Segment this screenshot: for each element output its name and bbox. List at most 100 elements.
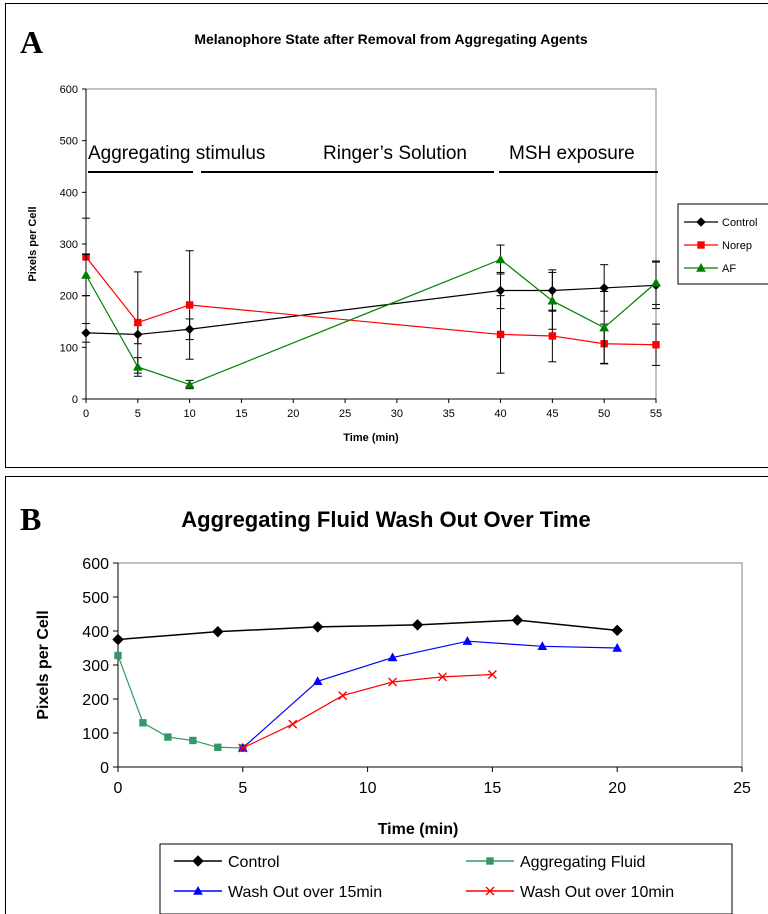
legend-marker <box>697 241 705 249</box>
data-point <box>548 332 557 340</box>
data-point <box>547 295 558 305</box>
data-point <box>599 322 610 332</box>
data-point <box>184 379 195 389</box>
y-tick-label-b: 500 <box>82 590 109 607</box>
x-tick-label-a: 40 <box>494 408 506 420</box>
legend-marker <box>486 857 494 865</box>
legend-label: Control <box>722 217 757 229</box>
x-tick-label-a: 35 <box>443 408 455 420</box>
data-point <box>487 670 497 680</box>
data-point <box>81 269 91 279</box>
series-b-wash-out-over-10min <box>238 670 497 753</box>
x-tick-label-a: 0 <box>83 408 89 420</box>
series-a-norep <box>82 217 660 374</box>
x-tick-label-b: 10 <box>359 780 377 797</box>
data-point <box>114 651 122 660</box>
y-axis-label-a: Pixels per Cell <box>27 206 39 281</box>
annotation-aggregating-stimulus: Aggregating stimulus <box>88 143 265 164</box>
series-b-control <box>112 614 623 646</box>
data-point <box>112 633 124 646</box>
series-line <box>117 619 618 641</box>
x-axis-label-b: Time (min) <box>378 821 459 838</box>
data-point <box>134 318 142 327</box>
data-point <box>496 330 505 339</box>
x-tick-label-b: 0 <box>114 780 123 797</box>
data-point <box>212 625 224 638</box>
series-line <box>117 655 243 749</box>
legend-label: Wash Out over 15min <box>228 884 382 901</box>
y-tick-label-a: 0 <box>72 394 78 406</box>
data-point <box>599 283 609 293</box>
chart-a-svg: 0 100 200 300 400 500 600 0 5 10 15 20 25 30 35 40 45 50 5… <box>27 84 768 444</box>
data-point <box>139 719 147 727</box>
data-point <box>437 672 447 682</box>
data-point <box>651 277 661 287</box>
series-line <box>242 640 618 749</box>
x-tick-label-b: 5 <box>238 780 247 797</box>
y-tick-label-a: 600 <box>60 84 78 96</box>
x-tick-label-a: 55 <box>650 408 662 420</box>
y-tick-label-b: 100 <box>82 726 109 743</box>
y-tick-label-a: 400 <box>60 187 78 199</box>
x-tick-label-a: 45 <box>546 408 558 420</box>
annotation-msh-exposure: MSH exposure <box>509 143 635 164</box>
y-tick-label-b: 0 <box>100 760 109 777</box>
chart-a-title: Melanophore State after Removal from Agg… <box>194 31 588 47</box>
data-point <box>511 614 524 626</box>
data-point <box>652 341 660 349</box>
x-tick-label-b: 20 <box>608 780 626 797</box>
chart-b-svg: 0 100 200 300 400 500 600 0 5 10 15 20 25 Time (min) P… <box>35 556 751 914</box>
data-point <box>288 719 298 729</box>
panel-a: A Melanophore State after Removal from A… <box>5 3 768 468</box>
y-tick-label-b: 300 <box>82 658 109 675</box>
legend-label: Aggregating Fluid <box>520 854 645 871</box>
y-tick-label-a: 500 <box>60 136 78 148</box>
data-point <box>537 641 548 650</box>
series-a-af <box>81 244 661 390</box>
x-tick-label-a: 50 <box>598 408 610 420</box>
series-a-control <box>81 261 661 345</box>
legend-label: Norep <box>722 240 752 252</box>
legend-marker <box>485 886 495 896</box>
data-point <box>495 285 506 296</box>
data-point <box>338 691 348 701</box>
series-line <box>242 673 493 749</box>
data-point <box>411 619 424 631</box>
data-point <box>388 677 398 687</box>
data-point <box>189 736 197 745</box>
data-point <box>311 621 324 633</box>
data-point <box>387 652 398 662</box>
legend-marker <box>696 262 706 272</box>
y-tick-label-b: 400 <box>82 624 109 641</box>
series-b-aggregating-fluid <box>114 651 247 752</box>
plot-area-b <box>117 562 743 768</box>
y-tick-label-a: 200 <box>60 291 78 303</box>
y-axis-label-b: Pixels per Cell <box>35 610 52 719</box>
data-point <box>238 743 248 753</box>
x-tick-label-a: 30 <box>391 408 403 420</box>
data-point <box>214 743 222 751</box>
x-axis-label-a: Time (min) <box>343 432 399 444</box>
x-tick-label-a: 5 <box>135 408 141 420</box>
legend-label: Control <box>228 854 280 871</box>
x-tick-label-a: 20 <box>287 408 299 420</box>
data-point <box>81 328 91 338</box>
series-b-wash-out-over-15min <box>237 636 623 752</box>
y-tick-label-a: 100 <box>60 342 78 354</box>
x-tick-label-a: 10 <box>184 408 196 420</box>
legend-marker <box>192 855 204 867</box>
legend-marker <box>193 885 203 895</box>
legend-label: AF <box>722 263 736 275</box>
data-point <box>312 676 323 686</box>
annotation-ringers-solution: Ringer’s Solution <box>323 143 467 164</box>
legend-box-b <box>159 843 733 914</box>
plot-area-a <box>85 88 657 400</box>
data-point <box>132 361 143 371</box>
legend-b: Control Aggregating Fluid Wash Out over 15… <box>159 843 733 914</box>
x-tick-label-a: 25 <box>339 408 351 420</box>
x-tick-label-b: 15 <box>484 780 502 797</box>
y-tick-label-b: 200 <box>82 692 109 709</box>
legend-label: Wash Out over 10min <box>520 884 674 901</box>
data-point <box>612 642 623 652</box>
y-tick-label-a: 300 <box>60 239 78 251</box>
